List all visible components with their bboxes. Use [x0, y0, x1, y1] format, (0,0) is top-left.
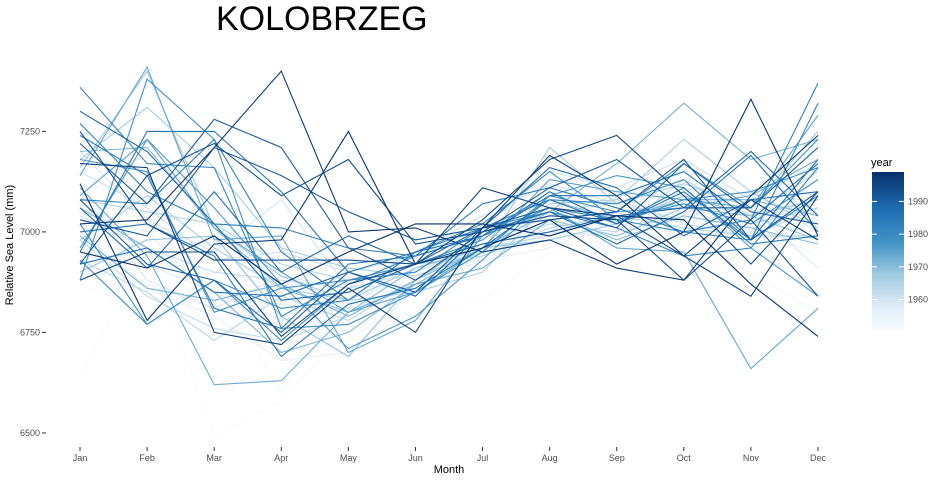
y-tick-label: 7000 — [20, 227, 40, 237]
series-line-1997 — [79, 70, 819, 281]
series-line-1956 — [79, 191, 819, 362]
series-line-1987 — [79, 154, 819, 297]
series-line-1999 — [79, 215, 819, 337]
y-tick-label: 6750 — [20, 327, 40, 337]
series-line-1994 — [79, 131, 819, 265]
legend-colorbar — [872, 172, 904, 329]
chart-title: KOLOBRZEG — [216, 0, 428, 38]
y-tick-label: 7250 — [20, 126, 40, 136]
series-line-1985 — [79, 159, 819, 358]
series-line-1992 — [79, 146, 819, 241]
legend-title: year — [871, 157, 893, 169]
x-axis: Jan Feb Mar Apr May Jun Jul Aug Sep Oct Nov Dec — [73, 447, 827, 463]
legend: year 1960 1970 1980 1990 — [871, 157, 928, 329]
x-tick-label: Dec — [810, 453, 827, 463]
series-line-1963 — [79, 171, 819, 342]
series-line-1993 — [79, 142, 819, 297]
legend-tick-label: 1990 — [908, 196, 928, 206]
y-axis-title: Relative Sea Level (mm) — [4, 185, 16, 305]
legend-tick-label: 1980 — [908, 229, 928, 239]
x-tick-label: Sep — [609, 453, 625, 463]
series-line-1989 — [79, 110, 819, 301]
series-lines — [79, 65, 819, 438]
series-line-1995 — [79, 187, 819, 338]
x-axis-title: Month — [434, 464, 465, 476]
x-tick-label: May — [340, 453, 358, 463]
series-line-1972 — [79, 102, 819, 317]
series-line-1990 — [79, 162, 819, 334]
series-line-1966 — [79, 138, 819, 301]
x-tick-label: Mar — [206, 453, 222, 463]
x-tick-label: Feb — [139, 453, 155, 463]
x-tick-label: Nov — [743, 453, 760, 463]
x-tick-label: Jan — [73, 453, 88, 463]
series-line-1973 — [79, 159, 819, 386]
y-axis: 6500 6750 7000 7250 — [20, 126, 46, 438]
x-tick-label: Jul — [477, 453, 489, 463]
legend-tick-label: 1970 — [908, 262, 928, 272]
series-line-1951 — [79, 235, 819, 438]
series-line-1998 — [79, 97, 819, 322]
series-line-1981 — [79, 86, 819, 318]
series-line-1986 — [79, 130, 819, 273]
y-tick-label: 6500 — [20, 428, 40, 438]
x-tick-label: Jun — [408, 453, 423, 463]
x-tick-label: Apr — [274, 453, 288, 463]
legend-tick-label: 1960 — [908, 295, 928, 305]
x-tick-label: Oct — [677, 453, 692, 463]
series-line-1975 — [79, 114, 819, 313]
x-tick-label: Aug — [542, 453, 558, 463]
series-line-1996 — [79, 154, 819, 346]
